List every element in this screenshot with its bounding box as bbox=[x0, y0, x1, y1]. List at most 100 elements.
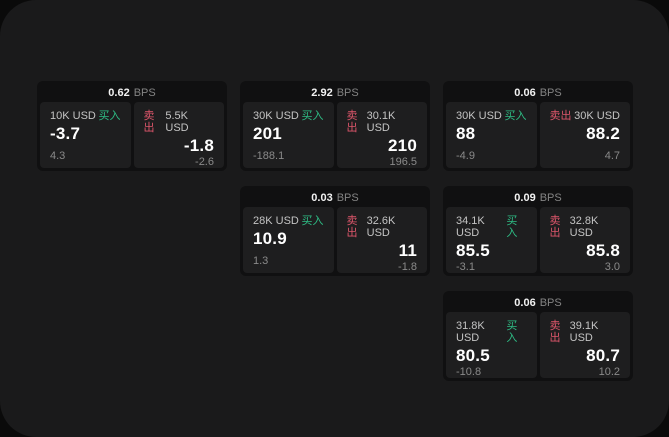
buy-panel[interactable]: 34.1K USD 买入 85.5 -3.1 bbox=[446, 207, 537, 273]
sell-price: -1.8 bbox=[183, 136, 214, 155]
quote-panels: 30K USD 买入 201 -188.1 卖出 30.1K USD 210 1… bbox=[243, 102, 427, 168]
sell-top-row: 卖出 30.1K USD bbox=[347, 110, 418, 134]
buy-side-label: 买入 bbox=[506, 215, 518, 239]
bps-unit-label: BPS bbox=[336, 192, 359, 204]
bps-unit-label: BPS bbox=[133, 87, 156, 99]
buy-change: -10.8 bbox=[456, 366, 482, 378]
sell-change: 10.2 bbox=[598, 366, 620, 378]
buy-top-row: 31.8K USD 买入 bbox=[456, 320, 527, 344]
buy-amount: 10K USD bbox=[50, 110, 96, 122]
sell-panel[interactable]: 卖出 39.1K USD 80.7 10.2 bbox=[539, 312, 630, 378]
buy-top-row: 28K USD 买入 bbox=[253, 215, 324, 227]
buy-change: -188.1 bbox=[253, 150, 285, 162]
buy-amount: 28K USD bbox=[253, 215, 299, 227]
bps-unit-label: BPS bbox=[539, 297, 562, 309]
bps-value: 0.03 bbox=[311, 192, 333, 204]
bps-header: 0.06 BPS bbox=[446, 294, 630, 312]
sell-change: 4.7 bbox=[604, 150, 620, 162]
sell-panel[interactable]: 卖出 5.5K USD -1.8 -2.6 bbox=[133, 102, 224, 168]
buy-top-row: 10K USD 买入 bbox=[50, 110, 121, 122]
buy-price: 80.5 bbox=[456, 346, 490, 365]
quote-panels: 34.1K USD 买入 85.5 -3.1 卖出 32.8K USD 85.8… bbox=[446, 207, 630, 273]
buy-top-row: 30K USD 买入 bbox=[253, 110, 324, 122]
sell-top-row: 卖出 32.6K USD bbox=[347, 215, 418, 239]
bps-value: 0.06 bbox=[514, 297, 536, 309]
sell-panel[interactable]: 卖出 32.8K USD 85.8 3.0 bbox=[539, 207, 630, 273]
sell-amount: 5.5K USD bbox=[165, 110, 189, 134]
sell-change: -1.8 bbox=[398, 261, 417, 273]
sell-top-row: 卖出 32.8K USD bbox=[550, 215, 621, 239]
bps-unit-label: BPS bbox=[336, 87, 359, 99]
sell-amount: 39.1K USD bbox=[569, 320, 599, 344]
sell-amount: 32.6K USD bbox=[366, 215, 396, 239]
buy-change: 4.3 bbox=[50, 150, 66, 162]
buy-top-row: 30K USD 买入 bbox=[456, 110, 527, 122]
buy-side-label: 买入 bbox=[504, 110, 527, 122]
sell-change: 3.0 bbox=[604, 261, 620, 273]
quote-card: 0.62 BPS 10K USD 买入 -3.7 4.3 卖出 5.5K USD… bbox=[37, 81, 227, 171]
bps-header: 0.06 BPS bbox=[446, 84, 630, 102]
bps-unit-label: BPS bbox=[539, 87, 562, 99]
buy-price: 85.5 bbox=[456, 241, 490, 260]
sell-panel[interactable]: 卖出 30K USD 88.2 4.7 bbox=[539, 102, 630, 168]
buy-price: -3.7 bbox=[50, 124, 81, 143]
buy-amount: 34.1K USD bbox=[456, 215, 485, 239]
sell-price: 210 bbox=[388, 136, 417, 155]
sell-panel[interactable]: 卖出 32.6K USD 11 -1.8 bbox=[336, 207, 427, 273]
buy-amount: 30K USD bbox=[253, 110, 299, 122]
sell-price: 88.2 bbox=[586, 124, 620, 143]
buy-side-label: 买入 bbox=[301, 215, 324, 227]
buy-price: 201 bbox=[253, 124, 282, 143]
quote-panels: 31.8K USD 买入 80.5 -10.8 卖出 39.1K USD 80.… bbox=[446, 312, 630, 378]
bps-value: 0.06 bbox=[514, 87, 536, 99]
buy-price: 88 bbox=[456, 124, 476, 143]
sell-side-label: 卖出 bbox=[549, 320, 561, 344]
sell-price: 80.7 bbox=[586, 346, 620, 365]
bps-header: 0.03 BPS bbox=[243, 189, 427, 207]
sell-side-label: 卖出 bbox=[346, 110, 358, 134]
bps-header: 0.09 BPS bbox=[446, 189, 630, 207]
bps-value: 0.09 bbox=[514, 192, 536, 204]
buy-panel[interactable]: 30K USD 买入 88 -4.9 bbox=[446, 102, 537, 168]
quote-panels: 30K USD 买入 88 -4.9 卖出 30K USD 88.2 4.7 bbox=[446, 102, 630, 168]
sell-amount: 30.1K USD bbox=[366, 110, 396, 134]
sell-side-label: 卖出 bbox=[549, 110, 572, 122]
quote-card: 0.06 BPS 31.8K USD 买入 80.5 -10.8 卖出 39.1… bbox=[443, 291, 633, 381]
buy-change: 1.3 bbox=[253, 255, 269, 267]
sell-change: -2.6 bbox=[195, 156, 214, 168]
buy-panel[interactable]: 28K USD 买入 10.9 1.3 bbox=[243, 207, 334, 273]
buy-amount: 30K USD bbox=[456, 110, 502, 122]
quote-card: 0.06 BPS 30K USD 买入 88 -4.9 卖出 30K USD 8… bbox=[443, 81, 633, 171]
quote-card: 2.92 BPS 30K USD 买入 201 -188.1 卖出 30.1K … bbox=[240, 81, 430, 171]
sell-top-row: 卖出 39.1K USD bbox=[550, 320, 621, 344]
sell-top-row: 卖出 5.5K USD bbox=[144, 110, 215, 134]
bps-header: 2.92 BPS bbox=[243, 84, 427, 102]
buy-side-label: 买入 bbox=[98, 110, 121, 122]
sell-amount: 30K USD bbox=[574, 110, 620, 122]
bps-unit-label: BPS bbox=[539, 192, 562, 204]
bps-header: 0.62 BPS bbox=[40, 84, 224, 102]
sell-panel[interactable]: 卖出 30.1K USD 210 196.5 bbox=[336, 102, 427, 168]
buy-top-row: 34.1K USD 买入 bbox=[456, 215, 527, 239]
quote-card: 0.03 BPS 28K USD 买入 10.9 1.3 卖出 32.6K US… bbox=[240, 186, 430, 276]
quote-panels: 10K USD 买入 -3.7 4.3 卖出 5.5K USD -1.8 -2.… bbox=[40, 102, 224, 168]
buy-side-label: 买入 bbox=[301, 110, 324, 122]
buy-change: -3.1 bbox=[456, 261, 475, 273]
bps-value: 0.62 bbox=[108, 87, 130, 99]
bps-value: 2.92 bbox=[311, 87, 333, 99]
quote-panels: 28K USD 买入 10.9 1.3 卖出 32.6K USD 11 -1.8 bbox=[243, 207, 427, 273]
sell-price: 85.8 bbox=[586, 241, 620, 260]
buy-panel[interactable]: 30K USD 买入 201 -188.1 bbox=[243, 102, 334, 168]
buy-side-label: 买入 bbox=[506, 320, 518, 344]
buy-panel[interactable]: 31.8K USD 买入 80.5 -10.8 bbox=[446, 312, 537, 378]
quote-card-grid: 0.62 BPS 10K USD 买入 -3.7 4.3 卖出 5.5K USD… bbox=[37, 81, 633, 381]
sell-side-label: 卖出 bbox=[549, 215, 561, 239]
buy-amount: 31.8K USD bbox=[456, 320, 485, 344]
sell-side-label: 卖出 bbox=[143, 110, 155, 134]
buy-price: 10.9 bbox=[253, 229, 287, 248]
buy-panel[interactable]: 10K USD 买入 -3.7 4.3 bbox=[40, 102, 131, 168]
sell-side-label: 卖出 bbox=[346, 215, 358, 239]
sell-amount: 32.8K USD bbox=[569, 215, 599, 239]
sell-price: 11 bbox=[398, 241, 417, 260]
